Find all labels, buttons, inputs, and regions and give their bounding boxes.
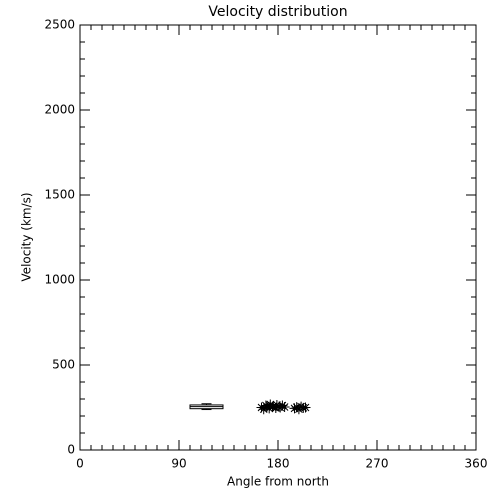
x-tick-label: 270 xyxy=(366,457,389,471)
asterisk-point xyxy=(258,404,269,415)
y-tick-label: 2000 xyxy=(44,103,75,117)
chart-title: Velocity distribution xyxy=(208,4,347,20)
y-tick-label: 500 xyxy=(52,358,75,372)
x-axis-label: Angle from north xyxy=(227,475,329,489)
x-tick-label: 360 xyxy=(465,457,488,471)
asterisk-point xyxy=(300,402,311,413)
y-tick-label: 1500 xyxy=(44,188,75,202)
y-axis-label: Velocity (km/s) xyxy=(20,192,34,281)
x-tick-label: 90 xyxy=(171,457,186,471)
x-tick-label: 0 xyxy=(76,457,84,471)
y-tick-label: 1000 xyxy=(44,273,75,287)
y-tick-label: 2500 xyxy=(44,18,75,32)
asterisk-point xyxy=(289,403,300,414)
asterisk-point xyxy=(279,401,290,412)
asterisk-point xyxy=(264,403,275,414)
asterisk-point xyxy=(296,401,307,412)
x-tick-label: 180 xyxy=(267,457,290,471)
asterisk-point xyxy=(270,403,281,414)
y-tick-label: 0 xyxy=(67,443,75,457)
